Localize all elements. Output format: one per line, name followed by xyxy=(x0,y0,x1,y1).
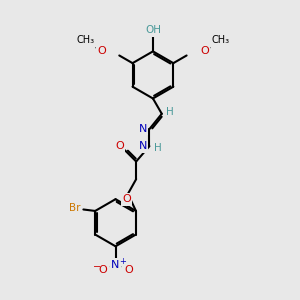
Text: −: − xyxy=(93,262,101,272)
Text: O: O xyxy=(97,46,106,56)
Text: N: N xyxy=(111,260,120,269)
Text: O: O xyxy=(122,194,131,204)
Text: O: O xyxy=(200,46,208,56)
Text: H: H xyxy=(154,142,161,153)
Text: Br: Br xyxy=(69,203,80,213)
Text: O: O xyxy=(115,141,124,151)
Text: N: N xyxy=(139,124,147,134)
Text: O: O xyxy=(98,266,107,275)
Text: N: N xyxy=(139,141,147,151)
Text: H: H xyxy=(166,107,174,117)
Text: CH₃: CH₃ xyxy=(212,35,230,45)
Text: CH₃: CH₃ xyxy=(76,35,94,45)
Text: O: O xyxy=(124,266,133,275)
Text: +: + xyxy=(119,257,126,266)
Text: OH: OH xyxy=(146,25,161,35)
